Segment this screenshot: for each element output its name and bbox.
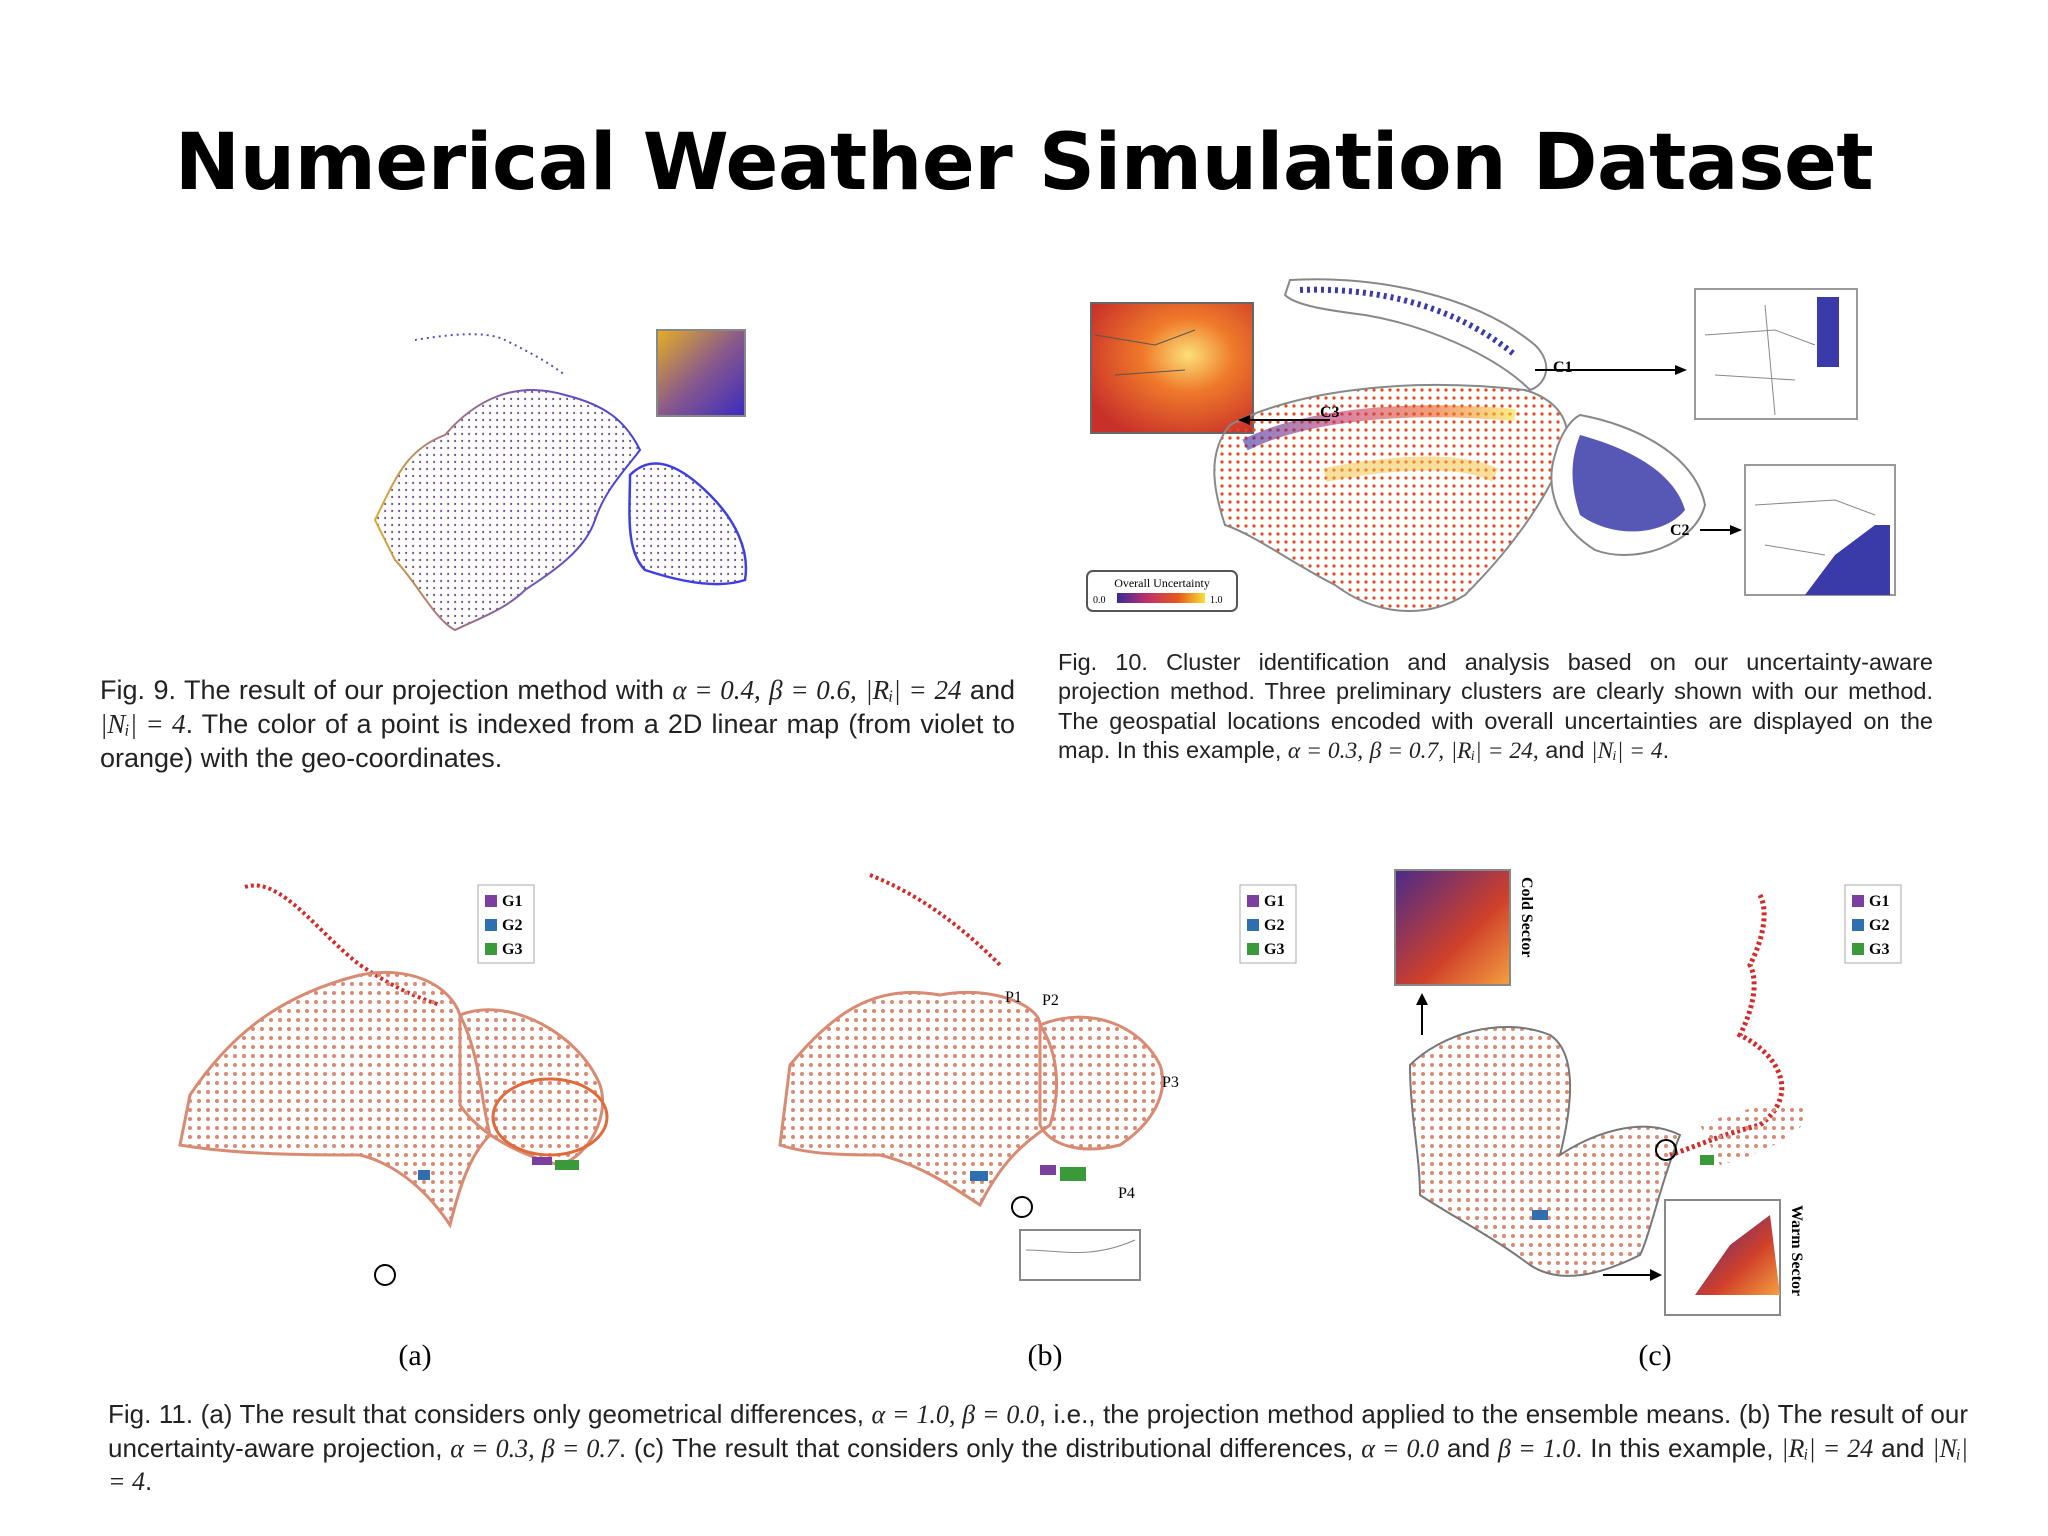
fig11-legend-c: G1 G2 G3 (1844, 884, 1902, 964)
slide-title: Numerical Weather Simulation Dataset (174, 118, 1874, 208)
svg-text:G1: G1 (1869, 893, 1889, 910)
fig11-legend-b: G1 G2 G3 (1239, 884, 1297, 964)
svg-text:G2: G2 (1264, 917, 1284, 934)
svg-text:G2: G2 (502, 917, 522, 934)
fig11-panel-c: Cold Sector Warm Sector G1 G2 G3 (c) (1394, 869, 1902, 1372)
fig10-cluster-c1 (1283, 278, 1548, 392)
fig11-inset-b (1019, 1229, 1141, 1281)
fig9-main-cluster (373, 389, 642, 632)
fig11-legend-a: G1 G2 G3 (477, 884, 535, 964)
fig10-legend-min: 0.0 (1093, 595, 1106, 606)
fig11-panel-b: P1 P2 P3 P4 G1 G2 G3 (b) (778, 873, 1297, 1372)
fig9-caption: Fig. 9. The result of our projection met… (100, 675, 1015, 773)
fig10-caption: Fig. 10. Cluster identification and anal… (1058, 649, 1933, 765)
fig9-right-cluster (628, 462, 748, 586)
fig11-label-a: (a) (398, 1339, 431, 1372)
fig10-cluster-plot: C1 C3 C2 Overall Uncertainty 0.0 1.0 (1086, 278, 1896, 612)
fig11-label-b: (b) (1028, 1339, 1063, 1372)
svg-text:G1: G1 (1264, 893, 1284, 910)
fig11-caption: Fig. 11. (a) The result that considers o… (108, 1399, 1969, 1496)
svg-text:P4: P4 (1118, 1185, 1135, 1202)
fig10-label-c3: C3 (1320, 404, 1340, 421)
fig10-cluster-c3 (1213, 383, 1569, 612)
fig10-label-c2: C2 (1670, 522, 1690, 539)
fig10-map-c3 (1090, 302, 1254, 434)
fig11-label-c: (c) (1638, 1339, 1671, 1372)
fig9-top-tail (414, 333, 566, 376)
svg-text:P2: P2 (1042, 992, 1059, 1009)
fig11-map-cold (1394, 869, 1511, 986)
svg-text:G3: G3 (502, 941, 522, 958)
fig11-label-warm: Warm Sector (1788, 1205, 1805, 1296)
svg-text:G3: G3 (1869, 941, 1889, 958)
svg-text:G2: G2 (1869, 917, 1889, 934)
fig9-projection-plot (373, 329, 748, 632)
fig10-legend-max: 1.0 (1210, 595, 1223, 606)
fig10-legend-title: Overall Uncertainty (1114, 576, 1210, 590)
fig10-legend-bar (1117, 593, 1205, 603)
fig11-label-cold: Cold Sector (1518, 877, 1535, 957)
fig9-colormap-inset (656, 329, 746, 417)
svg-text:G3: G3 (1264, 941, 1284, 958)
fig11-panel-a: G1 G2 G3 (a) (178, 883, 609, 1372)
svg-text:P3: P3 (1162, 1074, 1179, 1091)
fig11-panels: G1 G2 G3 (a) P1 P2 P3 P4 G1 G2 G3 (b) Co… (178, 869, 1902, 1372)
svg-text:G1: G1 (502, 893, 522, 910)
svg-text:P1: P1 (1005, 989, 1022, 1006)
fig10-label-c1: C1 (1553, 359, 1573, 376)
